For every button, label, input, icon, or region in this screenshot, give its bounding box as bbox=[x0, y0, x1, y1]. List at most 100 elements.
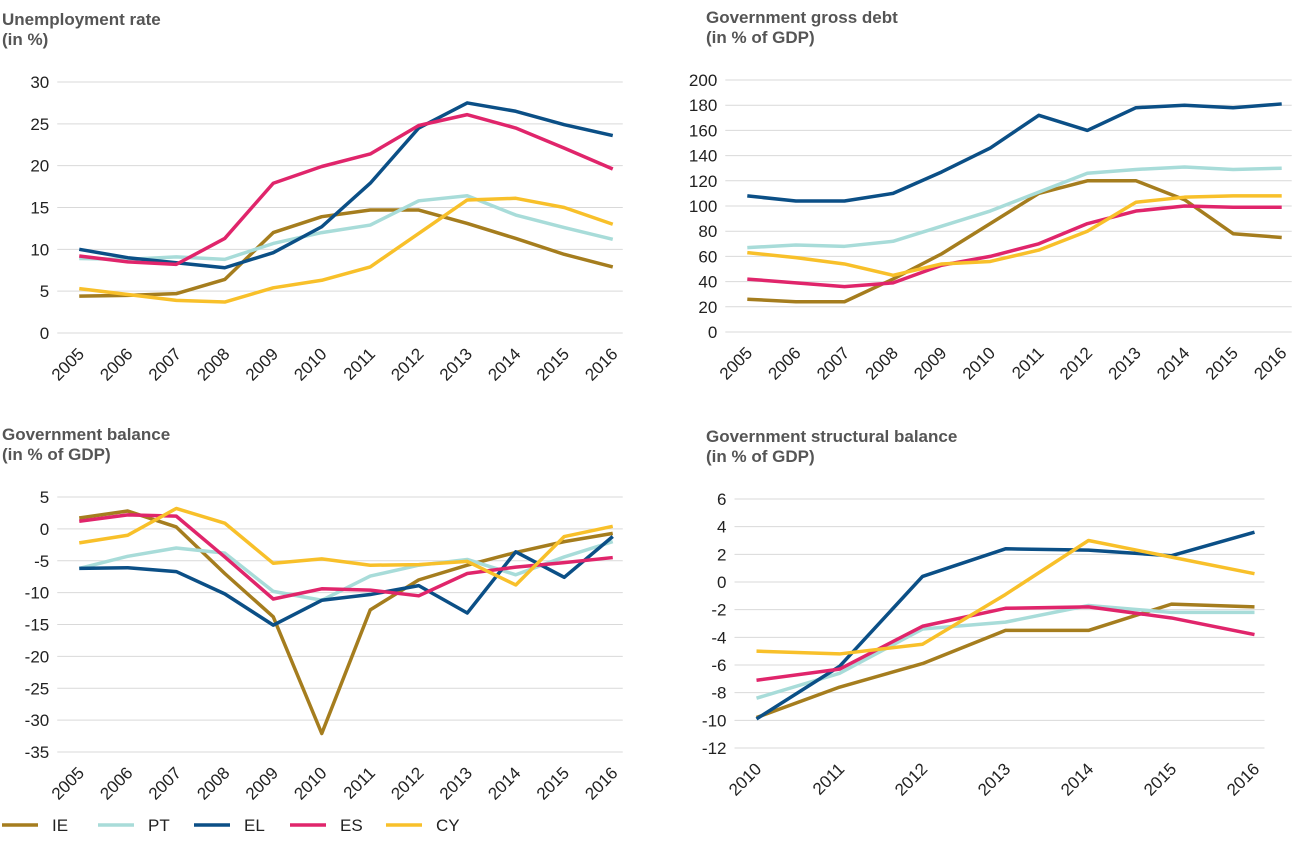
y-tick-label: 20 bbox=[698, 298, 717, 317]
x-tick-label: 2005 bbox=[48, 344, 88, 384]
x-tick-label: 2009 bbox=[242, 763, 282, 803]
y-tick-label: 60 bbox=[698, 247, 717, 266]
y-tick-label: -4 bbox=[711, 628, 726, 647]
y-tick-label: 180 bbox=[689, 96, 717, 115]
y-tick-label: -5 bbox=[34, 552, 49, 571]
y-tick-label: 100 bbox=[689, 197, 717, 216]
x-tick-label: 2013 bbox=[974, 759, 1014, 799]
x-tick-label: 2009 bbox=[910, 343, 950, 383]
y-tick-label: 4 bbox=[717, 518, 726, 537]
y-tick-label: 160 bbox=[689, 121, 717, 140]
series-line: IE bbox=[755, 602, 1255, 720]
x-tick-label: 2015 bbox=[1202, 343, 1242, 383]
x-tick-label: 2014 bbox=[1057, 759, 1097, 799]
x-tick-label: 2010 bbox=[290, 763, 330, 803]
y-tick-label: 0 bbox=[40, 520, 49, 539]
series-line: CY bbox=[747, 194, 1282, 278]
series-line: PT bbox=[79, 194, 614, 262]
x-tick-label: 2010 bbox=[959, 343, 999, 383]
series-line: PT bbox=[755, 603, 1255, 700]
x-tick-label: 2011 bbox=[1008, 343, 1047, 382]
y-tick-label: 10 bbox=[30, 240, 49, 259]
legend-label: ES bbox=[340, 816, 363, 835]
y-tick-label: -10 bbox=[702, 711, 727, 730]
x-tick-label: 2007 bbox=[145, 344, 185, 384]
x-tick-label: 2008 bbox=[862, 343, 902, 383]
x-tick-label: 2016 bbox=[581, 344, 621, 384]
x-tick-label: 2012 bbox=[387, 344, 427, 384]
x-tick-label: 2009 bbox=[242, 344, 282, 384]
y-tick-label: 80 bbox=[698, 222, 717, 241]
y-tick-label: 0 bbox=[708, 323, 717, 342]
y-tick-label: 200 bbox=[689, 71, 717, 90]
x-tick-label: 2011 bbox=[340, 763, 379, 802]
series-line: CY bbox=[756, 538, 1255, 656]
legend-label: IE bbox=[52, 816, 68, 835]
y-tick-label: 15 bbox=[30, 199, 49, 218]
y-tick-label: -30 bbox=[25, 711, 50, 730]
x-tick-label: 2007 bbox=[145, 763, 185, 803]
x-tick-label: 2006 bbox=[765, 343, 805, 383]
series-line: IE bbox=[78, 509, 614, 736]
y-tick-label: 25 bbox=[30, 115, 49, 134]
y-tick-label: 0 bbox=[40, 324, 49, 343]
x-tick-label: 2005 bbox=[48, 763, 88, 803]
x-tick-label: 2013 bbox=[436, 344, 476, 384]
chart-subtitle: (in % of GDP) bbox=[2, 445, 111, 464]
x-tick-label: 2014 bbox=[484, 763, 524, 803]
series-line: ES bbox=[79, 112, 614, 267]
y-tick-label: -2 bbox=[711, 601, 726, 620]
x-tick-label: 2008 bbox=[193, 763, 233, 803]
x-tick-label: 2014 bbox=[1153, 343, 1193, 383]
y-tick-label: 120 bbox=[689, 172, 717, 191]
x-tick-label: 2011 bbox=[809, 759, 848, 798]
chart-subtitle: (in % of GDP) bbox=[706, 28, 815, 47]
x-tick-label: 2013 bbox=[1105, 343, 1145, 383]
y-tick-label: 40 bbox=[698, 273, 717, 292]
series-line: CY bbox=[78, 506, 614, 587]
series-line: IE bbox=[79, 208, 614, 298]
series-line: ES bbox=[747, 204, 1282, 289]
y-tick-label: 2 bbox=[717, 545, 726, 564]
x-tick-label: 2005 bbox=[716, 343, 756, 383]
legend-label: CY bbox=[436, 816, 460, 835]
chart-title: Government structural balance bbox=[706, 427, 957, 446]
y-tick-label: -6 bbox=[711, 656, 726, 675]
y-tick-label: -8 bbox=[711, 684, 726, 703]
x-tick-label: 2012 bbox=[1056, 343, 1096, 383]
chart-title: Government gross debt bbox=[706, 8, 898, 27]
series-line: EL bbox=[78, 101, 614, 270]
x-tick-label: 2012 bbox=[891, 759, 931, 799]
x-tick-label: 2006 bbox=[96, 763, 136, 803]
y-tick-label: 5 bbox=[40, 488, 49, 507]
x-tick-label: 2014 bbox=[484, 344, 524, 384]
x-tick-label: 2010 bbox=[290, 344, 330, 384]
y-tick-label: -15 bbox=[25, 616, 50, 635]
y-tick-label: 20 bbox=[30, 157, 49, 176]
y-tick-label: 6 bbox=[717, 490, 726, 509]
x-tick-label: 2015 bbox=[1140, 759, 1180, 799]
x-tick-label: 2016 bbox=[1223, 759, 1263, 799]
y-tick-label: -25 bbox=[25, 679, 50, 698]
x-tick-label: 2013 bbox=[436, 763, 476, 803]
x-tick-label: 2015 bbox=[533, 763, 573, 803]
legend-label: EL bbox=[244, 816, 265, 835]
y-tick-label: 140 bbox=[689, 147, 717, 166]
y-tick-label: -20 bbox=[25, 647, 50, 666]
series-line: EL bbox=[747, 102, 1282, 203]
x-tick-label: 2006 bbox=[96, 344, 136, 384]
chart-subtitle: (in %) bbox=[2, 30, 48, 49]
x-tick-label: 2008 bbox=[193, 344, 233, 384]
x-tick-label: 2007 bbox=[813, 343, 853, 383]
x-tick-label: 2011 bbox=[340, 344, 379, 383]
x-tick-label: 2016 bbox=[581, 763, 621, 803]
series-line: CY bbox=[79, 196, 614, 304]
series-line: ES bbox=[756, 605, 1255, 682]
y-tick-label: 30 bbox=[30, 73, 49, 92]
x-tick-label: 2012 bbox=[387, 763, 427, 803]
x-tick-label: 2015 bbox=[533, 344, 573, 384]
chart-title: Government balance bbox=[2, 425, 170, 444]
y-tick-label: -12 bbox=[702, 739, 727, 758]
series-line: ES bbox=[79, 513, 613, 601]
